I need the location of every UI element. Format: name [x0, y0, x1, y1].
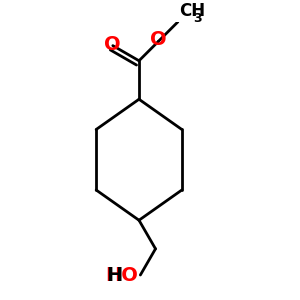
Text: 3: 3	[193, 12, 202, 25]
Text: CH: CH	[179, 2, 206, 20]
Text: HO: HO	[105, 266, 138, 284]
Text: O: O	[150, 30, 167, 50]
Text: O: O	[104, 35, 121, 54]
Text: H: H	[106, 266, 122, 284]
